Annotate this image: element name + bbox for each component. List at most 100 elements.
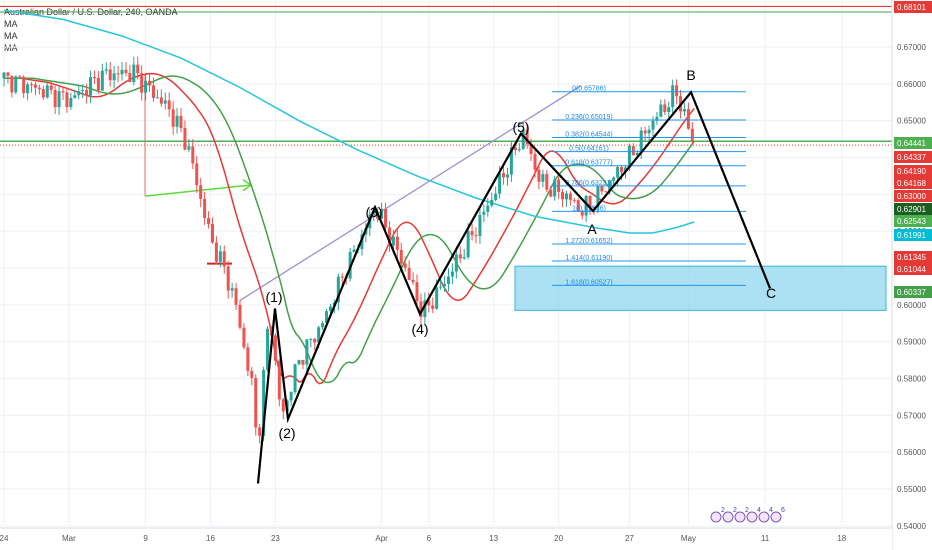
ma-cyan-line [3,9,695,234]
candle-body [238,304,242,328]
price-label-bg [894,229,932,241]
candle-body [427,300,431,306]
candle-body [112,73,116,81]
indicator-ma-3[interactable]: MA [4,43,18,53]
candle-body [439,286,443,288]
candle-body [411,279,415,283]
candle-body [277,360,281,400]
event-flag-icon [758,511,770,523]
price-label-text: 0.61044 [897,265,926,274]
candle-body [281,399,285,412]
candle-body [132,64,136,82]
event-count: 2 [745,507,749,514]
price-label-bg [894,286,932,298]
candle-body [391,236,395,246]
price-label-bg [894,177,932,189]
candle-body [502,173,506,178]
candle-body [151,85,155,98]
ma-green-line [4,75,695,384]
candle-body [600,185,604,192]
event-flag-icon [746,511,758,523]
wave-labels: (1) (2) (3) (4) (5) A B C [265,67,776,441]
candle-body [561,191,565,200]
price-label-bg [894,263,932,275]
candle-body [325,311,329,323]
event-flag-icon [734,511,746,523]
candle-body [462,257,466,259]
candle-body [415,282,419,302]
candle-body [466,231,470,258]
price-tick: 0.57000 [897,411,926,420]
candle-body [399,249,403,264]
candle-body [380,208,384,219]
time-tick: 18 [837,534,846,543]
candle-body [175,115,179,127]
candle-body [116,73,120,75]
time-axis[interactable]: 24 Mar 9 16 23 Apr 6 13 20 27 May 11 18 [0,527,892,550]
candle-body [486,205,490,212]
price-label-bg [894,203,932,215]
time-tick: 9 [143,534,148,543]
price-label-text: 0.64441 [897,139,926,148]
candle-body [564,193,568,200]
event-icons[interactable]: 2 2 2 4 4 6 [710,507,785,523]
candle-body [214,242,218,262]
price-label-bg [894,165,932,177]
candle-body [682,109,686,112]
price-tick: 0.59000 [897,338,926,347]
candle-body [407,267,411,280]
candle-body [104,69,108,71]
candle-body [262,369,266,436]
candle-body [317,327,321,343]
ma-red-line [4,72,695,385]
candle-body [6,72,10,76]
candle-body [627,146,631,168]
event-count: 4 [757,507,761,514]
price-tick: 0.56000 [897,448,926,457]
candle-body [588,195,592,207]
candle-body [612,177,616,181]
candle-body [443,283,447,287]
price-label-text: 0.61991 [897,231,926,240]
candle-body [305,339,309,365]
fib-level-label: 0(0.65786) [572,86,606,93]
fibonacci: 0(0.65786) 0.236(0.65019) 0.382(0.64544) 0.… [552,86,746,286]
candle-body [545,174,549,190]
candle-body [33,84,37,88]
candle-body [384,208,388,228]
candle-body [635,153,639,156]
event-count: 2 [733,507,737,514]
indicator-ma-2[interactable]: MA [4,31,18,41]
candle-body [250,370,254,378]
price-label-bg [894,215,932,227]
candle-body [128,72,132,82]
wave-label: A [587,221,597,237]
time-tick: 27 [625,534,634,543]
time-tick: 6 [427,534,432,543]
candle-body [18,76,22,78]
wave-label: (5) [512,119,529,135]
candle-body [549,189,553,197]
fib-level-label: 0.5(0.64161) [569,146,609,153]
candle-body [163,100,167,104]
candle-body [623,167,627,173]
event-count: 6 [781,507,785,514]
horizontal-lines [0,5,892,265]
price-tick: 0.65000 [897,117,926,126]
candle-body [2,72,6,79]
time-tick: 23 [271,534,280,543]
candle-body [222,251,226,267]
candle-body [167,100,171,110]
candle-body [372,213,376,215]
fib-level-label: 1.618(0.60527) [565,279,612,286]
candle-body [254,377,258,428]
candle-body [301,359,305,365]
candle-body [490,199,494,206]
candle-body [10,75,14,93]
candle-body [667,107,671,113]
candle-body [30,84,34,86]
wave-path [256,90,772,484]
indicator-ma-1[interactable]: MA [4,19,18,29]
candle-body [22,76,26,94]
